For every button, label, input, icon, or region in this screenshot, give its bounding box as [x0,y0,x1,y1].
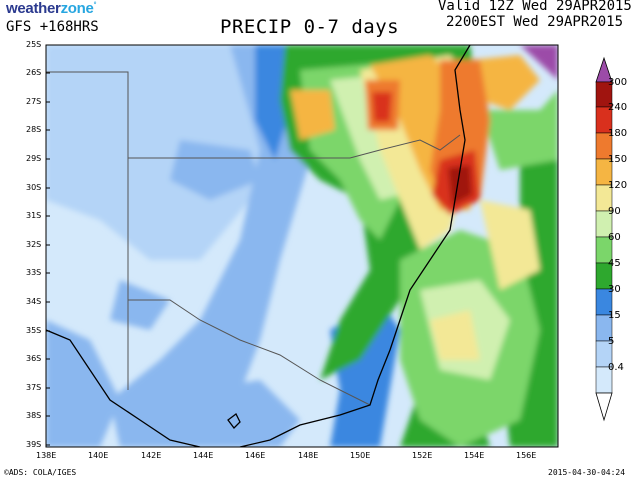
local-time: 2200EST Wed 29APR2015 [446,14,624,30]
colorbar-label: 90 [608,206,621,217]
lat-label: 30S [26,183,42,192]
lon-label: 156E [516,451,537,460]
lon-label: 154E [464,451,485,460]
lat-label: 33S [26,268,42,277]
brand-text-weather: weather [6,0,61,17]
lon-label: 140E [88,451,109,460]
lat-label: 36S [26,354,42,363]
timestamp: 2015-04-30-04:24 [548,468,626,477]
model-run-label: GFS +168HRS [6,19,99,35]
colorbar-label: 150 [608,154,628,165]
lat-label: 32S [26,240,42,249]
colorbar-label: 45 [608,258,621,269]
lat-ticks [46,44,50,446]
credit-text: ©ADS: COLA/IGES [4,468,77,477]
lon-label: 142E [141,451,162,460]
colorbar-label: 300 [608,77,628,88]
lat-label: 35S [26,326,42,335]
lat-label: 31S [26,211,42,220]
lat-label: 26S [26,68,42,77]
lon-label: 152E [412,451,433,460]
state-borders [46,71,461,406]
map-title: PRECIP 0-7 days [220,16,400,38]
lat-label: 29S [26,154,42,163]
colorbar [595,56,613,422]
lat-label: 25S [26,40,42,49]
lat-label: 34S [26,297,42,306]
colorbar-bottom-arrow [595,392,613,422]
lat-label: 37S [26,383,42,392]
brand-logo: weatherzone° [6,0,97,17]
lat-label: 28S [26,125,42,134]
map-frame [45,44,559,448]
colorbar-label: 5 [608,336,615,347]
lon-label: 150E [350,451,371,460]
lon-label: 144E [193,451,214,460]
lat-label: 27S [26,97,42,106]
lat-label: 39S [26,440,42,449]
valid-time: Valid 12Z Wed 29APR2015 [438,0,632,14]
coastline [46,45,471,447]
brand-text-zone: zone [60,0,94,17]
precip-field [46,45,558,447]
colorbar-label: 0.4 [608,362,624,373]
colorbar-label: 15 [608,310,621,321]
colorbar-label: 60 [608,232,621,243]
lat-label: 38S [26,411,42,420]
colorbar-label: 180 [608,128,628,139]
colorbar-label: 240 [608,102,628,113]
lon-label: 146E [245,451,266,460]
lon-label: 148E [298,451,319,460]
colorbar-label: 30 [608,284,621,295]
colorbar-label: 120 [608,180,628,191]
lon-label: 138E [36,451,57,460]
